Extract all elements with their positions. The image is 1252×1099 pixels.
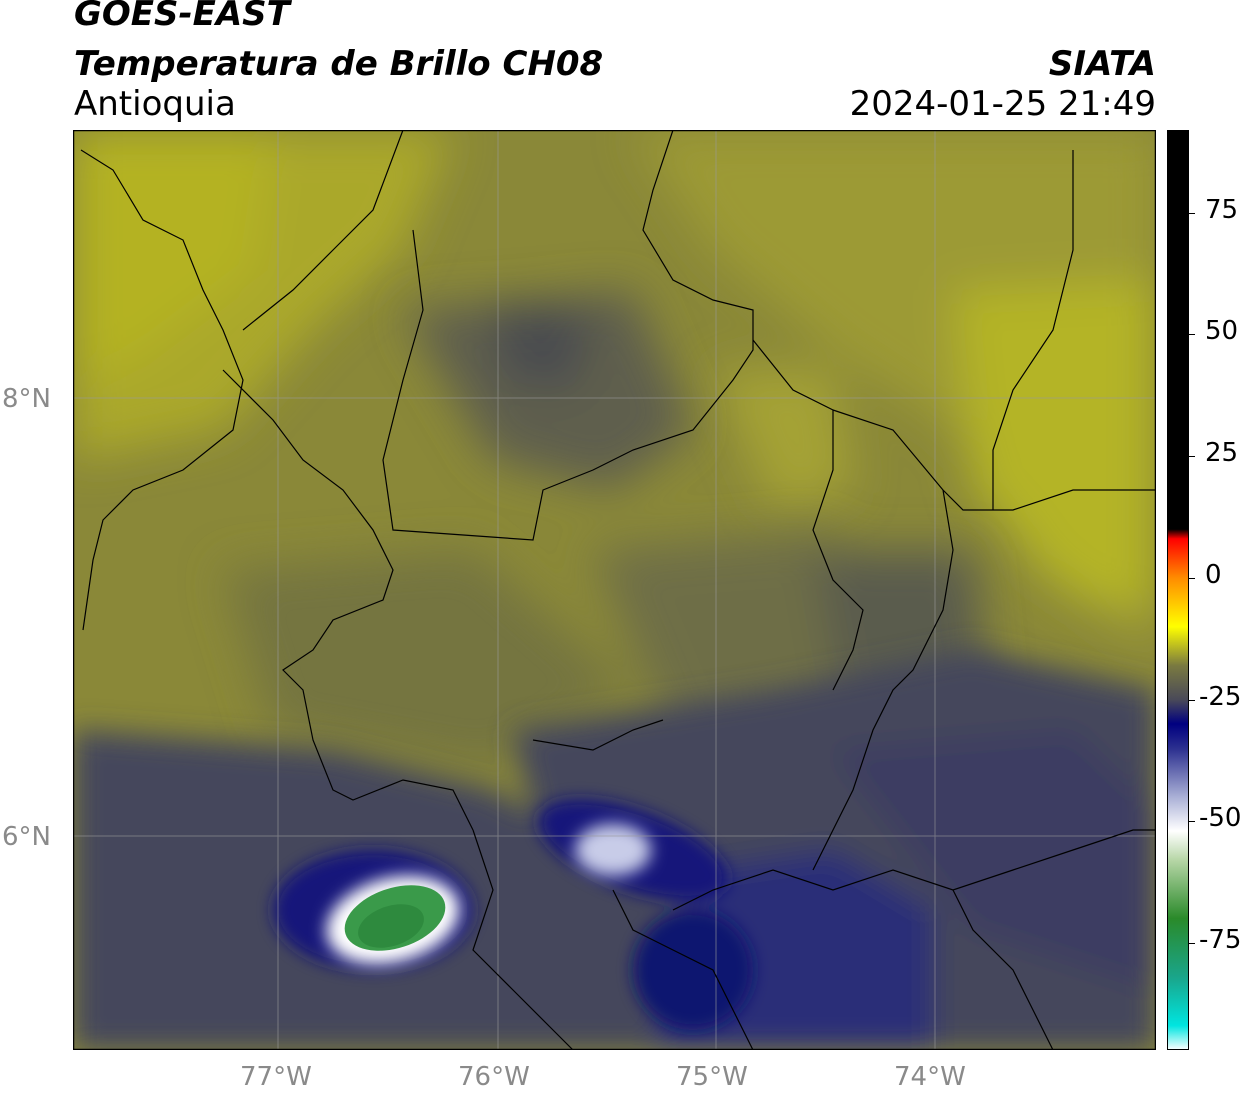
colorbar-tick-label: 50 bbox=[1205, 316, 1239, 347]
lon-label-74w: 74°W bbox=[894, 1062, 966, 1092]
colorbar-tick-mark bbox=[1189, 699, 1195, 701]
timestamp-label: 2024-01-25 21:49 bbox=[849, 84, 1156, 124]
colorbar-tick-label: 25 bbox=[1205, 438, 1239, 469]
colorbar-tick-label: 0 bbox=[1205, 559, 1222, 590]
product-title: Temperatura de Brillo CH08 bbox=[74, 44, 604, 84]
colorbar-tick-mark bbox=[1189, 212, 1195, 214]
colorbar-tick-mark bbox=[1189, 577, 1195, 579]
map-frame bbox=[73, 130, 1156, 1050]
lon-label-76w: 76°W bbox=[458, 1062, 530, 1092]
organization-label: SIATA bbox=[1048, 44, 1156, 84]
colorbar-tick-label: -75 bbox=[1199, 924, 1242, 955]
colorbar-tick-mark bbox=[1189, 334, 1195, 336]
lat-label-6n: 6°N bbox=[2, 822, 51, 852]
boundaries bbox=[80, 130, 1156, 1050]
lon-label-75w: 75°W bbox=[676, 1062, 748, 1092]
lon-label-77w: 77°W bbox=[240, 1062, 312, 1092]
temperature-colorbar bbox=[1167, 130, 1189, 1050]
satellite-title: GOES-EAST bbox=[74, 0, 290, 34]
colorbar-frame bbox=[1167, 130, 1189, 1050]
mid-regions bbox=[223, 290, 993, 790]
warm-regions bbox=[73, 130, 1156, 650]
colorbar-tick-mark bbox=[1189, 942, 1195, 944]
region-label: Antioquia bbox=[74, 84, 236, 124]
brightness-temperature-map bbox=[73, 130, 1156, 1050]
colorbar-tick-mark bbox=[1189, 821, 1195, 823]
lat-label-8n: 8°N bbox=[2, 384, 51, 414]
coldest-cloud-core bbox=[344, 885, 446, 951]
colorbar-tick-mark bbox=[1189, 456, 1195, 458]
graticule bbox=[73, 130, 1156, 1050]
colorbar-gradient bbox=[1167, 130, 1189, 1050]
colorbar-tick-label: -25 bbox=[1199, 681, 1242, 712]
colorbar-tick-label: -50 bbox=[1199, 803, 1242, 834]
colorbar-tick-label: 75 bbox=[1205, 194, 1239, 225]
